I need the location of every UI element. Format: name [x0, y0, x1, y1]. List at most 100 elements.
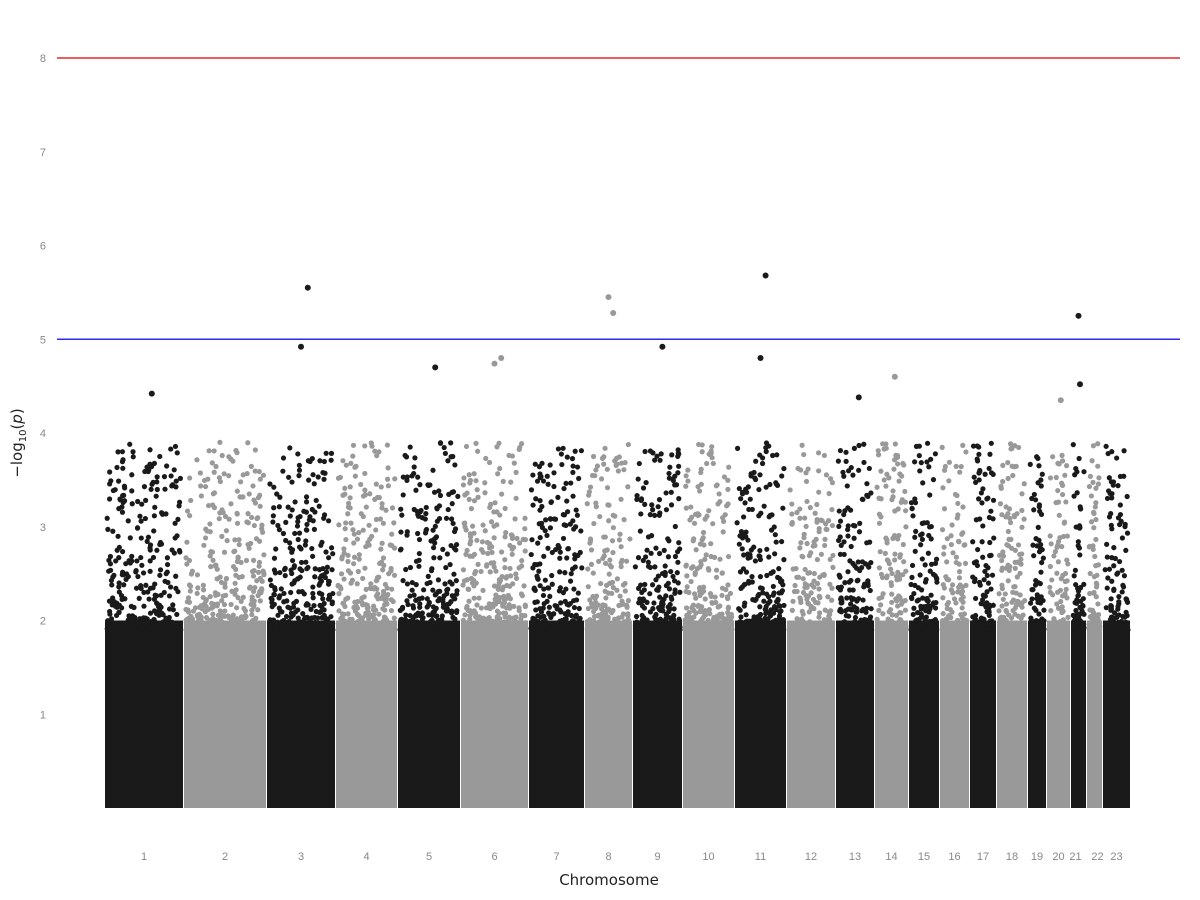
snp-point [557, 549, 563, 555]
snp-point [418, 613, 424, 619]
snp-point [441, 444, 447, 451]
snp-point [939, 617, 946, 624]
snp-point [214, 566, 220, 572]
snp-point [385, 465, 391, 471]
snp-point [1058, 576, 1064, 582]
snp-point [347, 570, 354, 576]
snp-point [810, 596, 817, 603]
snp-point [675, 470, 681, 476]
snp-point [601, 627, 607, 633]
snp-point [955, 500, 961, 507]
snp-point [1003, 618, 1009, 624]
snp-point [411, 464, 417, 470]
snp-point [107, 608, 113, 615]
snp-point [1000, 478, 1006, 485]
snp-point [657, 457, 663, 463]
snp-point [770, 452, 776, 459]
snp-point [311, 481, 317, 487]
snp-point [389, 505, 396, 511]
snp-point [982, 593, 988, 599]
snp-point [323, 615, 329, 622]
snp-point [625, 598, 632, 604]
snp-point [450, 614, 456, 620]
snp-point [1077, 585, 1084, 591]
snp-point [712, 619, 719, 626]
snp-point [1039, 559, 1045, 566]
snp-point [1080, 602, 1086, 609]
snp-point [972, 618, 978, 624]
snp-point [1010, 472, 1016, 479]
snp-point [541, 586, 547, 592]
snp-point [563, 586, 569, 592]
snp-point [1002, 591, 1008, 597]
snp-point [532, 461, 538, 467]
snp-point [1012, 565, 1018, 572]
snp-point [715, 624, 721, 630]
snp-point [211, 626, 217, 632]
snp-point [510, 615, 517, 621]
snp-point [1090, 546, 1096, 552]
snp-point [510, 581, 516, 587]
snp-point [609, 538, 616, 544]
snp-point [125, 518, 131, 524]
snp-point [759, 460, 766, 467]
snp-point [296, 473, 302, 479]
snp-point [940, 610, 946, 617]
snp-point [483, 605, 490, 611]
snp-point [379, 505, 385, 511]
snp-point [775, 574, 781, 580]
snp-point [213, 592, 219, 598]
snp-point [107, 469, 113, 475]
snp-point [478, 605, 484, 611]
snp-point [932, 451, 938, 457]
snp-point [741, 603, 747, 609]
snp-point [1040, 619, 1046, 625]
snp-point [984, 496, 990, 502]
snp-point [948, 541, 954, 548]
snp-point [1014, 574, 1020, 580]
snp-point [627, 536, 633, 542]
snp-point [794, 616, 800, 622]
snp-point [564, 601, 570, 607]
snp-point [606, 518, 612, 524]
snp-point [344, 623, 350, 629]
snp-point [444, 587, 450, 593]
snp-point [533, 607, 539, 613]
snp-point [285, 504, 291, 510]
snp-point [928, 592, 934, 598]
snp-point [276, 595, 282, 601]
snp-point [928, 561, 935, 567]
snp-point [380, 555, 387, 561]
snp-point [495, 583, 502, 589]
snp-point [899, 497, 905, 503]
snp-point [351, 531, 357, 537]
snp-point [811, 584, 817, 590]
snp-point [306, 477, 312, 483]
snp-point [912, 459, 918, 465]
snp-point [345, 552, 351, 558]
snp-point [656, 550, 663, 557]
snp-point [522, 626, 528, 632]
snp-point [321, 515, 327, 521]
snp-point [855, 559, 861, 565]
snp-point [838, 542, 844, 549]
snp-point [670, 573, 676, 580]
snp-point [900, 541, 906, 548]
snp-point [940, 595, 946, 601]
snp-point [303, 621, 309, 627]
snp-point [467, 621, 474, 627]
snp-point [391, 615, 397, 621]
snp-point [367, 613, 373, 620]
snp-point [447, 561, 453, 568]
snp-point [657, 626, 663, 633]
snp-point [807, 505, 813, 511]
snp-point [384, 601, 390, 607]
snp-point [987, 603, 993, 609]
snp-point [948, 587, 954, 593]
snp-point [194, 590, 200, 597]
snp-point [147, 610, 154, 616]
snp-point [567, 578, 574, 584]
snp-point [463, 627, 469, 633]
snp-point [411, 506, 417, 513]
x-tick-label: 12 [805, 851, 817, 863]
